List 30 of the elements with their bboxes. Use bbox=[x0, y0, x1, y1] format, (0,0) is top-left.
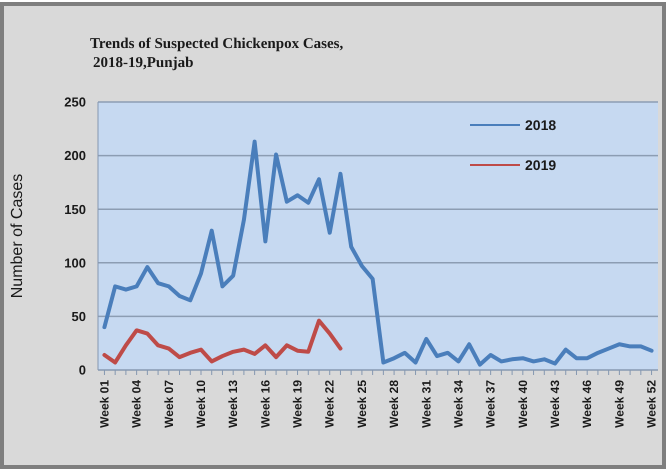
x-tick-label: Week 28 bbox=[387, 380, 402, 428]
x-tick-label: Week 10 bbox=[194, 380, 208, 428]
line-series bbox=[102, 140, 654, 367]
x-tick-label: Week 13 bbox=[226, 380, 240, 428]
y-tick-label: 0 bbox=[78, 362, 86, 378]
x-tick-label: Week 43 bbox=[548, 380, 562, 428]
y-tick-label: 200 bbox=[64, 148, 86, 164]
x-tick-label: Week 46 bbox=[580, 380, 594, 428]
legend-label: 2019 bbox=[525, 156, 556, 173]
y-tick-label: 50 bbox=[72, 308, 86, 324]
x-tick-label: Week 25 bbox=[354, 380, 369, 428]
x-tick-label: Week 19 bbox=[290, 380, 305, 428]
y-tick-label: 150 bbox=[64, 202, 86, 217]
y-tick-label: 100 bbox=[64, 255, 86, 270]
x-tick-label: Week 37 bbox=[484, 380, 498, 428]
chart-title: Trends of Suspected Chickenpox Cases,2018-19,Punjab bbox=[90, 36, 344, 71]
x-tick-label: Week 31 bbox=[419, 380, 434, 428]
x-tick-label: Week 34 bbox=[451, 380, 466, 428]
x-tick-label: Week 22 bbox=[322, 380, 337, 428]
x-tick-label: Week 16 bbox=[258, 380, 272, 428]
x-tick-label: Week 07 bbox=[162, 380, 176, 428]
x-tick-label: Week 04 bbox=[130, 380, 144, 428]
x-tick-label: Week 52 bbox=[644, 380, 659, 428]
y-axis-title: Number of Cases bbox=[9, 174, 26, 298]
x-tick-label: Week 40 bbox=[516, 380, 530, 428]
y-tick-label: 250 bbox=[64, 94, 86, 110]
x-tick-label: Week 49 bbox=[612, 380, 626, 428]
legend-label: 2018 bbox=[525, 116, 556, 133]
x-tick-label: Week 01 bbox=[97, 380, 112, 428]
line-series bbox=[102, 318, 342, 364]
